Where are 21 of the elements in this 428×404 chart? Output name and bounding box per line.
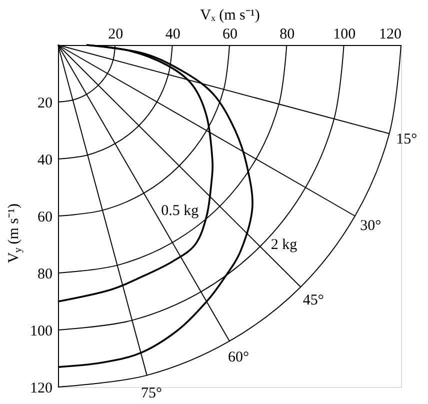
y-tick-label: 120 xyxy=(30,380,52,396)
series-label: 2 kg xyxy=(270,237,298,254)
y-tick-label: 20 xyxy=(38,96,52,112)
y-tick-label: 80 xyxy=(38,266,52,282)
annotation: 75° xyxy=(141,386,162,402)
series-label: 0.5 kg xyxy=(161,203,200,219)
x-axis-title: Vₓ (m s⁻¹) xyxy=(200,8,260,24)
y-tick-label: 60 xyxy=(38,210,52,226)
x-tick-label: 120 xyxy=(379,26,402,42)
x-tick-label: 80 xyxy=(280,26,295,42)
annotation: 30° xyxy=(360,218,382,234)
x-tick-label: 20 xyxy=(108,26,124,42)
y-tick-label: 40 xyxy=(38,152,52,168)
x-tick-label: 40 xyxy=(165,26,180,42)
x-tick-label: 60 xyxy=(222,26,238,42)
annotation: 60° xyxy=(228,350,249,366)
y-tick-label: 100 xyxy=(30,324,52,340)
annotation: 45° xyxy=(302,292,324,309)
y-axis-title: Vy (m s⁻¹) xyxy=(6,204,24,264)
x-tick-label: 100 xyxy=(333,26,356,42)
annotation: 15° xyxy=(396,131,418,148)
